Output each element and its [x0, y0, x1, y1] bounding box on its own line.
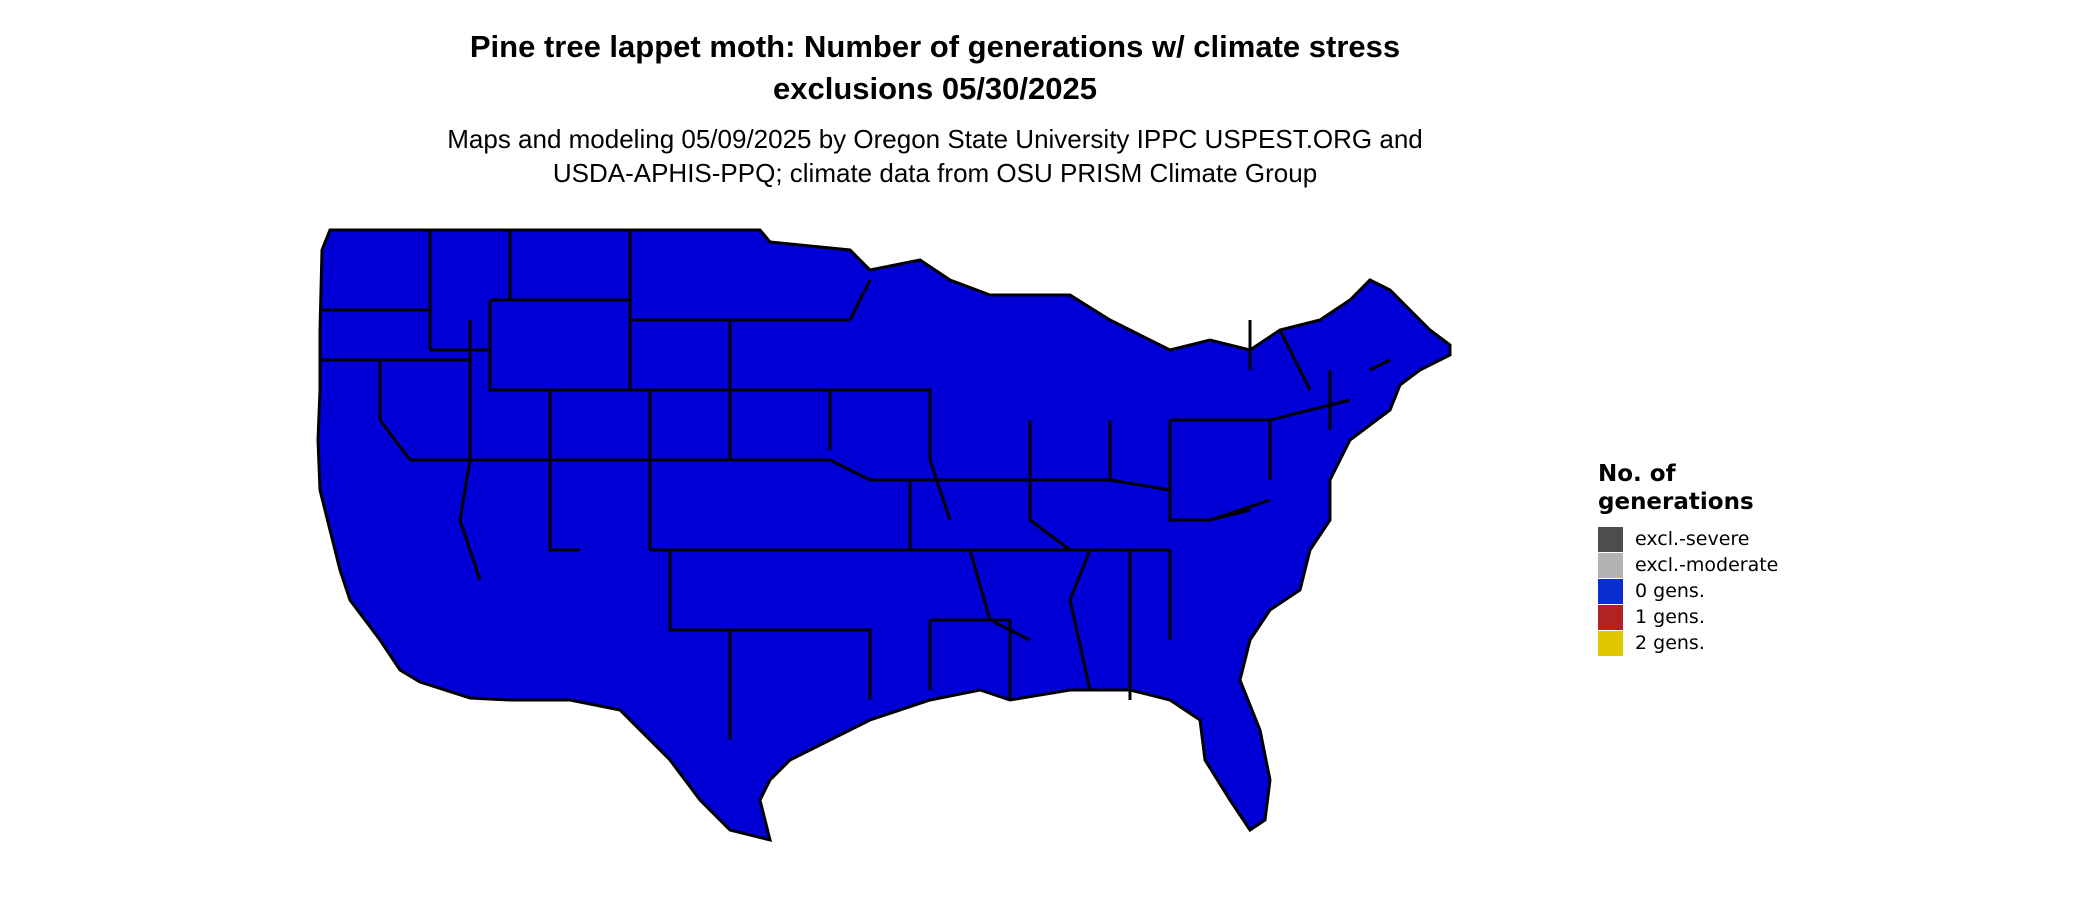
state-lines	[320, 230, 1391, 740]
legend-item-excl-moderate: excl.-moderate	[1598, 552, 1788, 578]
legend-item-1-gens: 1 gens.	[1598, 604, 1788, 630]
title-line-2: exclusions 05/30/2025	[772, 71, 1097, 106]
state-borders	[316, 228, 1452, 842]
legend-label: excl.-severe	[1635, 528, 1750, 550]
legend-item-2-gens: 2 gens.	[1598, 630, 1788, 656]
legend-label: 0 gens.	[1635, 580, 1705, 602]
legend-item-excl-severe: excl.-severe	[1598, 526, 1788, 552]
legend-item-0-gens: 0 gens.	[1598, 578, 1788, 604]
subtitle-line-2: USDA-APHIS-PPQ; climate data from OSU PR…	[552, 158, 1318, 188]
legend-title-line-1: No. of	[1598, 461, 1676, 487]
legend-swatch	[1598, 552, 1623, 578]
legend-swatch	[1598, 526, 1623, 552]
legend-label: 2 gens.	[1635, 632, 1705, 654]
legend-swatch	[1598, 604, 1623, 630]
legend-title: No. of generations	[1598, 460, 1788, 516]
subtitle-line-1: Maps and modeling 05/09/2025 by Oregon S…	[447, 124, 1423, 154]
map-title: Pine tree lappet moth: Number of generat…	[380, 26, 1490, 110]
us-generations-map	[316, 228, 1452, 842]
national-outline	[316, 228, 1452, 842]
legend-swatch	[1598, 578, 1623, 604]
legend-label: 1 gens.	[1635, 606, 1705, 628]
legend-title-line-2: generations	[1598, 489, 1754, 515]
title-line-1: Pine tree lappet moth: Number of generat…	[469, 29, 1401, 64]
map-legend: No. of generations excl.-severe excl.-mo…	[1598, 460, 1788, 656]
legend-label: excl.-moderate	[1635, 554, 1779, 576]
legend-swatch	[1598, 630, 1623, 656]
map-subtitle: Maps and modeling 05/09/2025 by Oregon S…	[380, 122, 1490, 190]
